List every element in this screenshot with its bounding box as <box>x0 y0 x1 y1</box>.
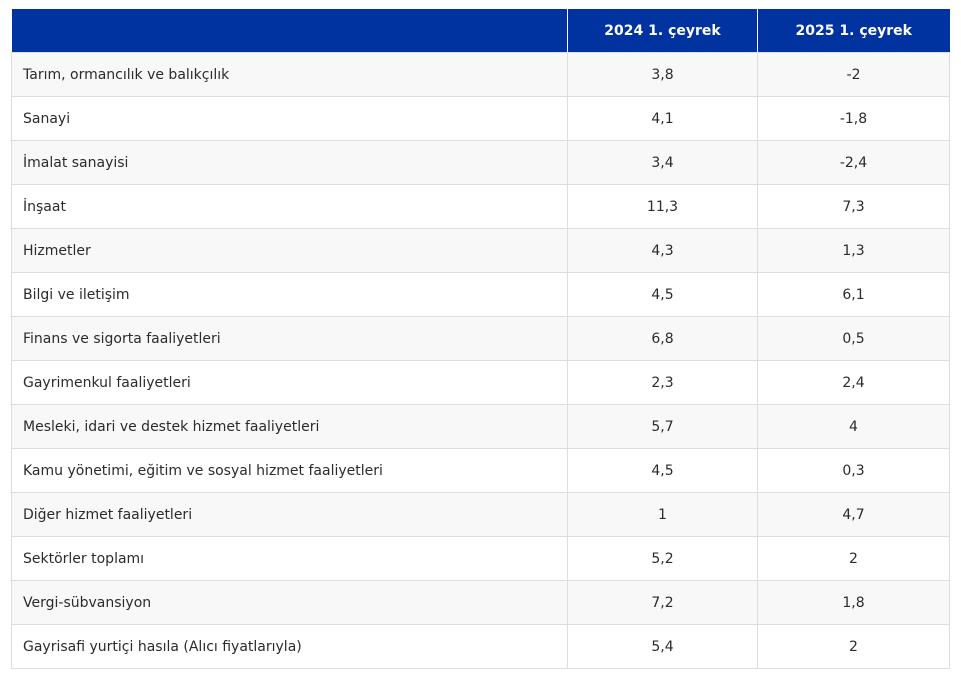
value-2024-cell: 1 <box>567 492 758 537</box>
sector-cell: İmalat sanayisi <box>11 140 568 185</box>
sector-cell: Tarım, ormancılık ve balıkçılık <box>11 52 568 97</box>
value-2024-cell: 6,8 <box>567 316 758 361</box>
sector-cell: Bilgi ve iletişim <box>11 272 568 317</box>
header-sector <box>11 9 568 53</box>
value-2024-cell: 3,4 <box>567 140 758 185</box>
value-2025-cell: 1,8 <box>757 580 950 625</box>
table-row: Sektörler toplamı 5,2 2 <box>11 536 950 581</box>
table-row: Diğer hizmet faaliyetleri 1 4,7 <box>11 492 950 537</box>
sector-cell: Kamu yönetimi, eğitim ve sosyal hizmet f… <box>11 448 568 493</box>
data-table-container: 2024 1. çeyrek 2025 1. çeyrek Tarım, orm… <box>11 9 950 669</box>
value-2025-cell: -2 <box>757 52 950 97</box>
value-2024-cell: 4,1 <box>567 96 758 141</box>
value-2025-cell: 2 <box>757 624 950 669</box>
value-2024-cell: 5,7 <box>567 404 758 449</box>
value-2025-cell: 0,5 <box>757 316 950 361</box>
value-2025-cell: 2 <box>757 536 950 581</box>
sector-cell: Sektörler toplamı <box>11 536 568 581</box>
value-2025-cell: 7,3 <box>757 184 950 229</box>
value-2024-cell: 4,5 <box>567 272 758 317</box>
value-2024-cell: 7,2 <box>567 580 758 625</box>
value-2025-cell: 6,1 <box>757 272 950 317</box>
sector-cell: Gayrisafi yurtiçi hasıla (Alıcı fiyatlar… <box>11 624 568 669</box>
table-row: Mesleki, idari ve destek hizmet faaliyet… <box>11 404 950 449</box>
table-header: 2024 1. çeyrek 2025 1. çeyrek <box>11 9 950 53</box>
value-2024-cell: 5,2 <box>567 536 758 581</box>
value-2025-cell: 2,4 <box>757 360 950 405</box>
table-row: Tarım, ormancılık ve balıkçılık 3,8 -2 <box>11 52 950 97</box>
value-2024-cell: 3,8 <box>567 52 758 97</box>
sector-cell: Diğer hizmet faaliyetleri <box>11 492 568 537</box>
value-2024-cell: 11,3 <box>567 184 758 229</box>
table-row: Gayrimenkul faaliyetleri 2,3 2,4 <box>11 360 950 405</box>
sector-cell: Vergi-sübvansiyon <box>11 580 568 625</box>
value-2025-cell: 0,3 <box>757 448 950 493</box>
sector-cell: Hizmetler <box>11 228 568 273</box>
table-row: Vergi-sübvansiyon 7,2 1,8 <box>11 580 950 625</box>
value-2024-cell: 4,5 <box>567 448 758 493</box>
header-2024-q1: 2024 1. çeyrek <box>567 9 758 53</box>
value-2025-cell: 1,3 <box>757 228 950 273</box>
value-2024-cell: 2,3 <box>567 360 758 405</box>
table-row: Hizmetler 4,3 1,3 <box>11 228 950 273</box>
value-2025-cell: -1,8 <box>757 96 950 141</box>
header-row: 2024 1. çeyrek 2025 1. çeyrek <box>11 9 950 53</box>
table-row: Bilgi ve iletişim 4,5 6,1 <box>11 272 950 317</box>
table-row: Gayrisafi yurtiçi hasıla (Alıcı fiyatlar… <box>11 624 950 669</box>
table-row: İnşaat 11,3 7,3 <box>11 184 950 229</box>
sector-cell: İnşaat <box>11 184 568 229</box>
table-row: Sanayi 4,1 -1,8 <box>11 96 950 141</box>
sector-cell: Finans ve sigorta faaliyetleri <box>11 316 568 361</box>
value-2024-cell: 4,3 <box>567 228 758 273</box>
sector-cell: Mesleki, idari ve destek hizmet faaliyet… <box>11 404 568 449</box>
value-2024-cell: 5,4 <box>567 624 758 669</box>
sector-cell: Sanayi <box>11 96 568 141</box>
value-2025-cell: 4,7 <box>757 492 950 537</box>
sector-growth-table: 2024 1. çeyrek 2025 1. çeyrek Tarım, orm… <box>11 9 950 669</box>
table-row: Finans ve sigorta faaliyetleri 6,8 0,5 <box>11 316 950 361</box>
table-row: İmalat sanayisi 3,4 -2,4 <box>11 140 950 185</box>
sector-cell: Gayrimenkul faaliyetleri <box>11 360 568 405</box>
value-2025-cell: -2,4 <box>757 140 950 185</box>
table-row: Kamu yönetimi, eğitim ve sosyal hizmet f… <box>11 448 950 493</box>
value-2025-cell: 4 <box>757 404 950 449</box>
table-body: Tarım, ormancılık ve balıkçılık 3,8 -2 S… <box>11 52 950 669</box>
header-2025-q1: 2025 1. çeyrek <box>757 9 950 53</box>
